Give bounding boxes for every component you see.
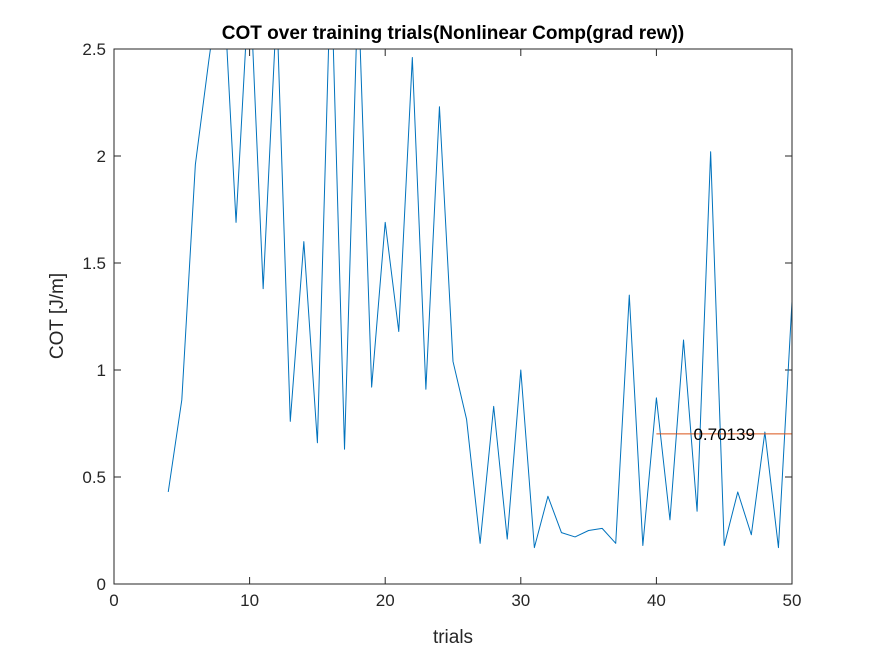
y-tick-label: 2.5	[82, 40, 106, 59]
series-layer	[167, 49, 792, 549]
x-axis-label: trials	[433, 627, 473, 648]
x-tick-label: 10	[240, 591, 259, 610]
y-tick-label: 1	[97, 361, 106, 380]
annotation-layer: 0.70139	[656, 425, 792, 444]
plot-area	[114, 49, 792, 584]
series-line	[167, 49, 792, 549]
x-tick-label: 0	[109, 591, 118, 610]
y-tick-label: 0.5	[82, 468, 106, 487]
y-tick-label: 1.5	[82, 254, 106, 273]
y-tick-label: 2	[97, 147, 106, 166]
mean-value-label: 0.70139	[693, 425, 754, 444]
x-tick-label: 20	[376, 591, 395, 610]
y-axis-label: COT [J/m]	[47, 273, 68, 359]
ticks-layer: 0 10 20 30 40 50 0 0.5 1 1.5 2 2.5	[82, 40, 801, 610]
chart-title: COT over training trials(Nonlinear Comp(…	[222, 23, 684, 44]
x-tick-label: 40	[647, 591, 666, 610]
axes-box	[113, 48, 793, 585]
y-tick-label: 0	[97, 575, 106, 594]
x-tick-label: 30	[511, 591, 530, 610]
x-tick-label: 50	[783, 591, 802, 610]
